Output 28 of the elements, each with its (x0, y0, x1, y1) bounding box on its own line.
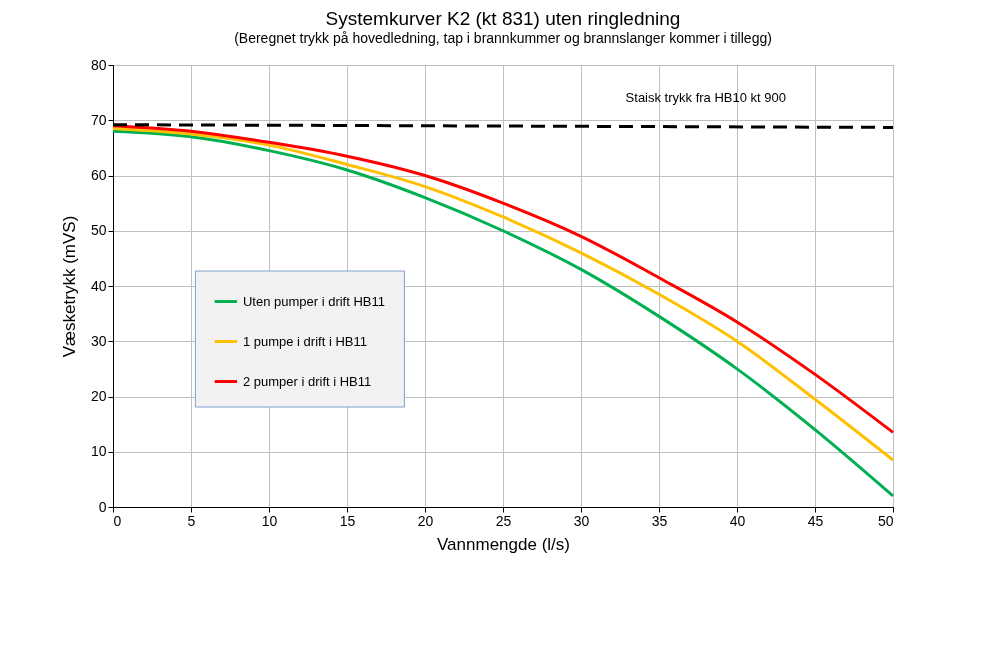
y-tick-label: 30 (90, 332, 107, 349)
annotation: Staisk trykk fra HB10 kt 900 (625, 89, 786, 105)
x-tick-label: 0 (113, 512, 122, 529)
y-tick-label: 40 (90, 277, 107, 294)
x-tick-label: 20 (417, 512, 434, 529)
chart-subtitle: (Beregnet trykk på hovedledning, tap i brannkummer og brannslanger kommer i tillegg) (234, 30, 772, 46)
x-axis-title: Vannmengde (l/s) (437, 534, 570, 554)
x-tick-label: 40 (729, 512, 746, 529)
x-tick-label: 50 (877, 512, 894, 529)
y-tick-label: 20 (90, 388, 107, 404)
chart-title: Systemkurver K2 (kt 831) uten ringledning (325, 8, 681, 29)
x-tick-label: 10 (261, 512, 278, 529)
x-tick-label: 15 (339, 512, 356, 529)
y-tick-label: 60 (90, 167, 107, 183)
y-tick-label: 70 (90, 111, 107, 128)
x-tick-label: 35 (651, 512, 668, 529)
x-tick-label: 45 (807, 512, 824, 529)
y-axis-title: Væsketrykk (mVS) (59, 215, 79, 358)
x-tick-label: 5 (187, 512, 196, 529)
y-tick-label: 80 (90, 56, 107, 73)
y-tick-label: 10 (90, 443, 107, 460)
legend-label: 1 pumpe i drift i HB11 (242, 333, 367, 349)
y-tick-label: 0 (98, 498, 107, 515)
legend-label: 2 pumper i drift i HB11 (242, 373, 372, 389)
legend-label: Uten pumper i drift HB11 (242, 293, 386, 309)
y-tick-label: 50 (90, 222, 107, 239)
x-tick-label: 30 (573, 512, 590, 529)
x-tick-label: 25 (495, 512, 512, 529)
